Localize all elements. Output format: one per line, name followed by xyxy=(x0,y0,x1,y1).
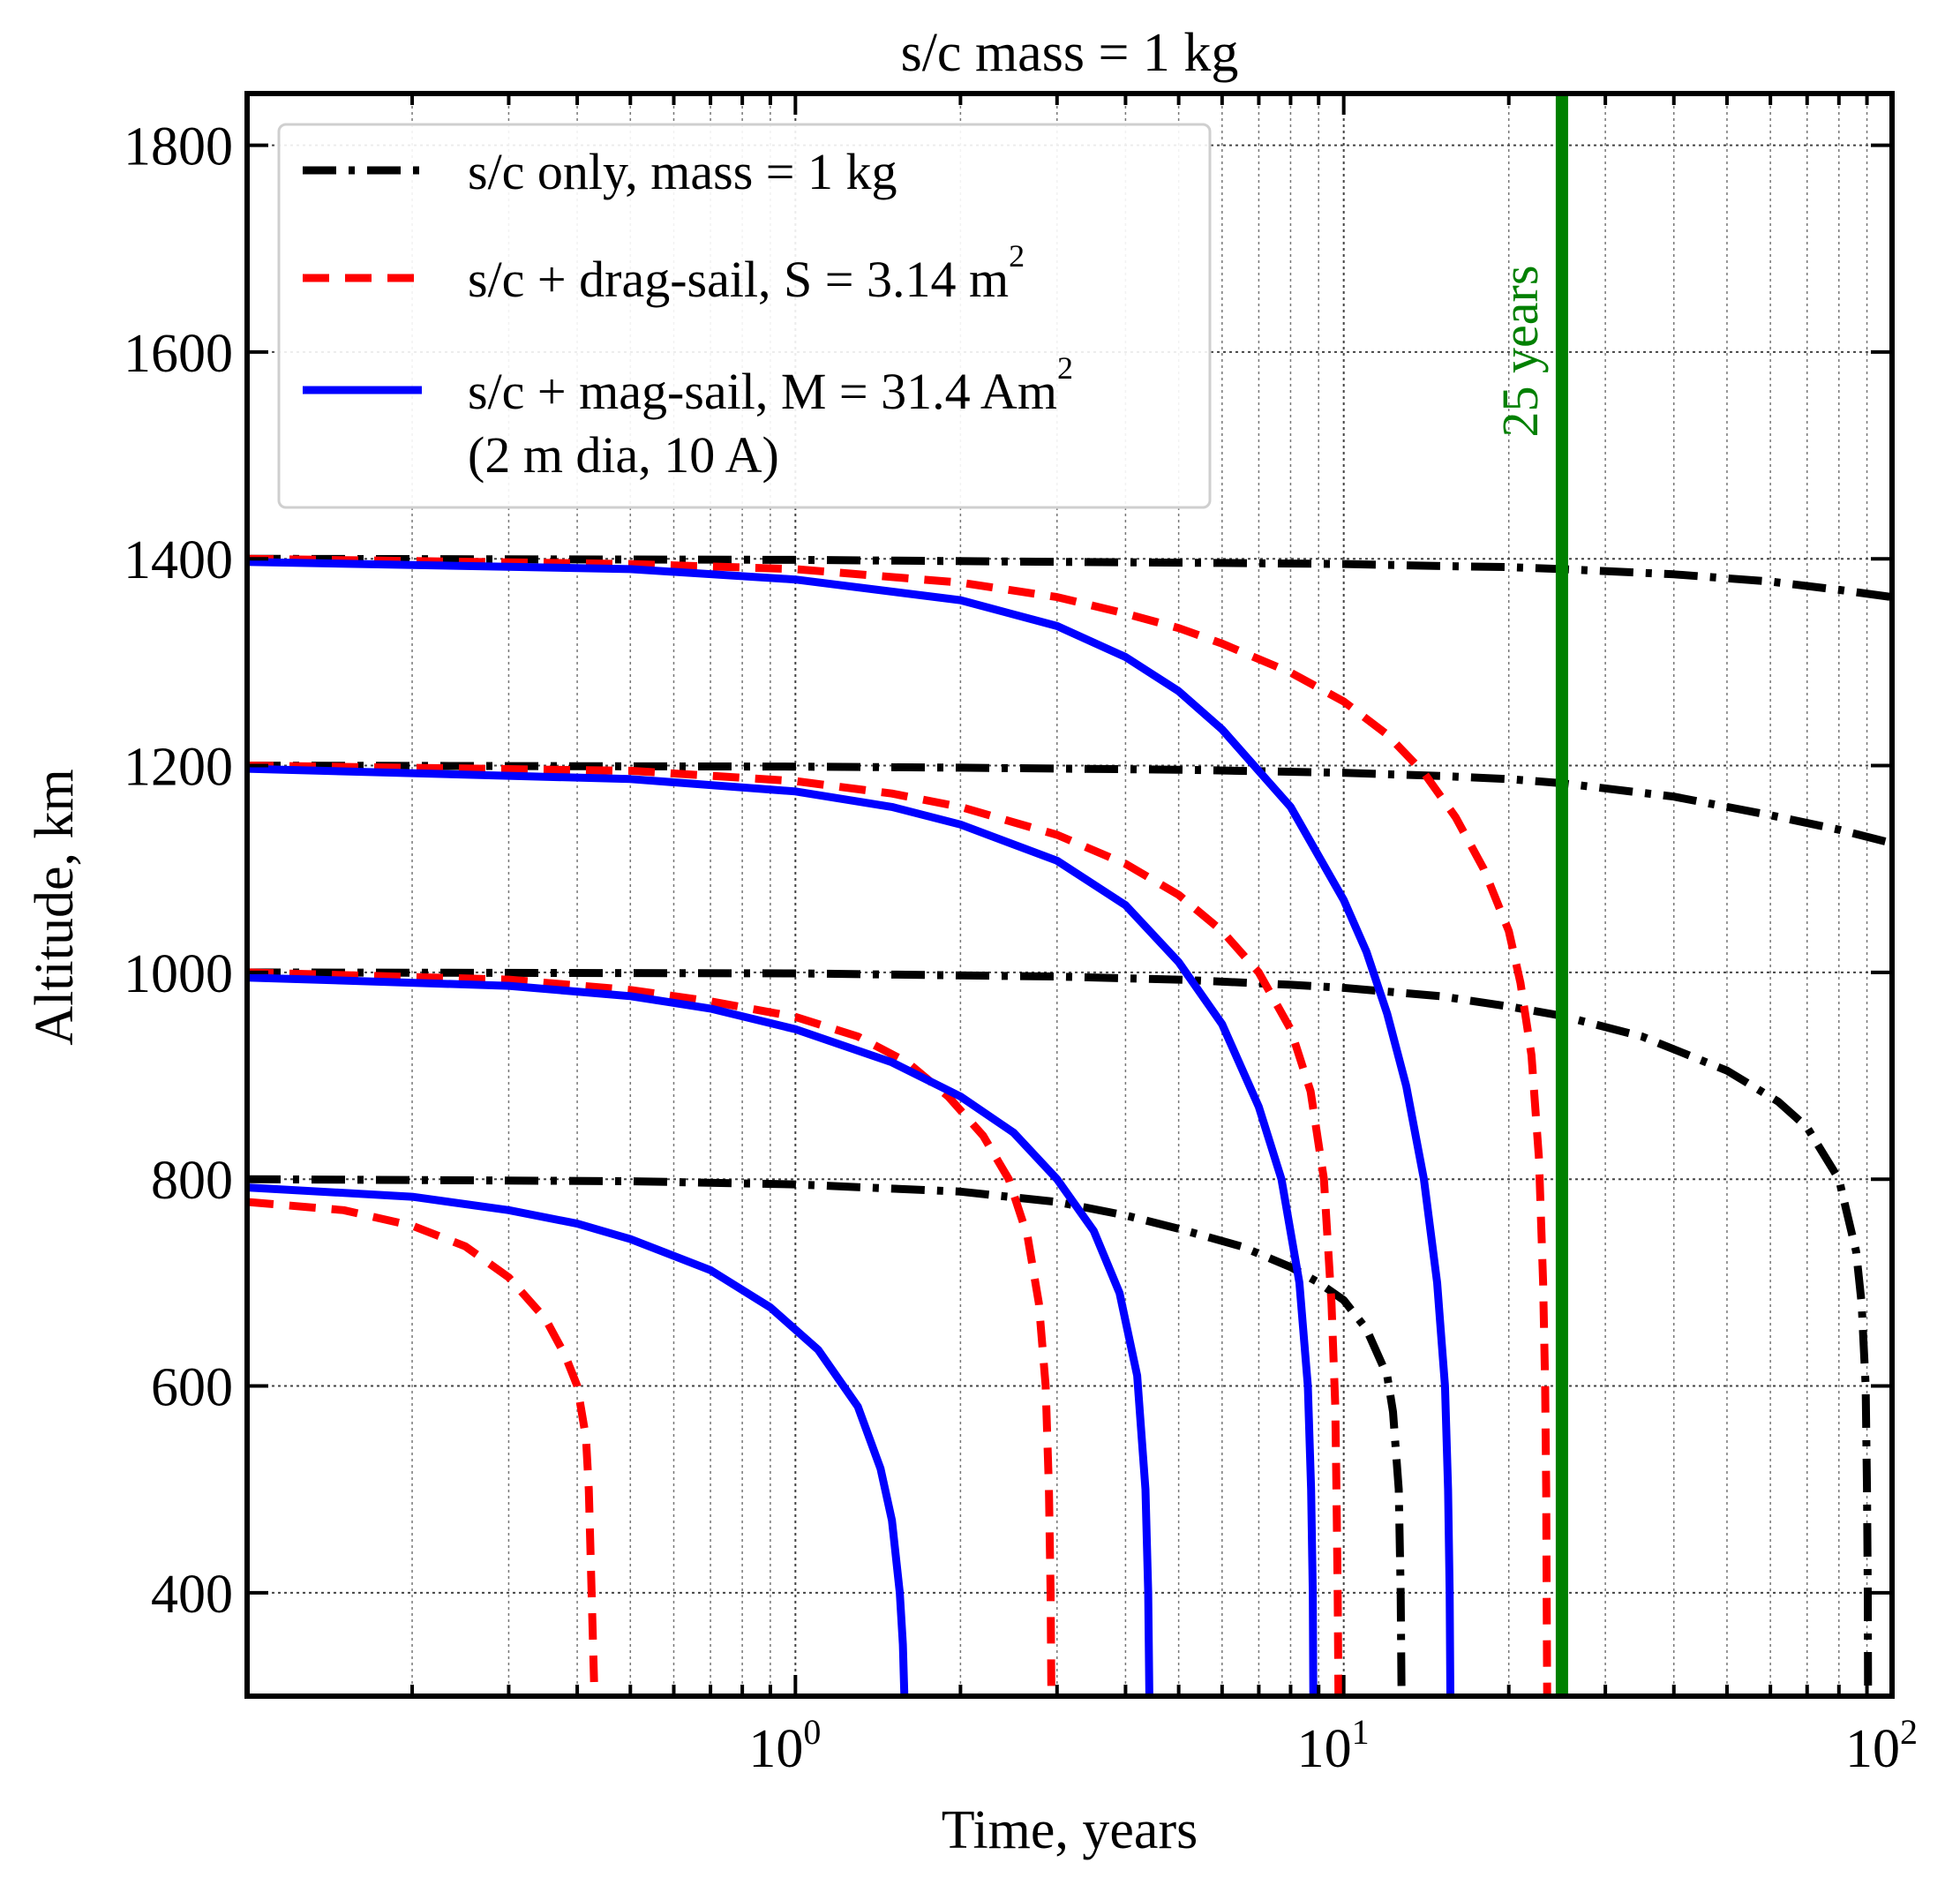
series-layer xyxy=(246,554,1894,1697)
y-tick-label: 1600 xyxy=(124,324,233,384)
y-tick-label: 800 xyxy=(151,1151,233,1211)
series-sc_only-1400 xyxy=(246,554,1893,602)
y-tick-label: 1400 xyxy=(124,530,233,590)
x-tick-label: 102 xyxy=(1845,1712,1918,1779)
series-drag-1200 xyxy=(246,762,1343,1697)
series-sc_only-800 xyxy=(246,1175,1406,1697)
series-drag-1000 xyxy=(246,968,1055,1697)
chart-title: s/c mass = 1 kg xyxy=(901,23,1239,83)
x-tick-label: 100 xyxy=(748,1712,821,1779)
y-tick-label: 1200 xyxy=(124,738,233,798)
twenty-five-year-label: 25 years xyxy=(1491,266,1549,438)
series-mag-800 xyxy=(246,1183,909,1697)
series-drag-800 xyxy=(246,1198,599,1697)
plot-frame xyxy=(244,91,1895,1699)
x-axis-label: Time, years xyxy=(942,1800,1198,1860)
y-tick-label: 600 xyxy=(151,1358,233,1418)
y-tick-label: 1800 xyxy=(124,117,233,177)
series-sc_only-1200 xyxy=(246,762,1894,847)
legend: s/c only, mass = 1 kg s/c + drag-sail, S … xyxy=(277,123,1212,509)
series-mag-1200 xyxy=(246,764,1318,1697)
series-mag-1400 xyxy=(246,558,1454,1697)
y-tick-label: 400 xyxy=(151,1565,233,1625)
legend-label-sc_only: s/c only, mass = 1 kg xyxy=(468,143,897,200)
legend-label-mag: s/c + mag-sail, M = 31.4 Am2 xyxy=(468,350,1073,420)
series-sc_only-1000 xyxy=(246,968,1873,1697)
annotation-layer: 25 years xyxy=(1491,94,1568,1696)
series-mag-1000 xyxy=(246,973,1153,1697)
axes-layer: 100 101 102 400 600 800 1000 1200 1400 1600 1800 xyxy=(124,91,1918,1779)
legend-box xyxy=(277,123,1212,509)
legend-label-drag: s/c + drag-sail, S = 3.14 m2 xyxy=(468,238,1025,308)
series-drag-1400 xyxy=(246,554,1551,1697)
legend-label-mag-line2: (2 m dia, 10 A) xyxy=(468,426,779,484)
x-tick-label: 101 xyxy=(1297,1712,1370,1779)
y-tick-label: 1000 xyxy=(124,944,233,1004)
y-axis-label: Altitude, km xyxy=(25,769,85,1045)
